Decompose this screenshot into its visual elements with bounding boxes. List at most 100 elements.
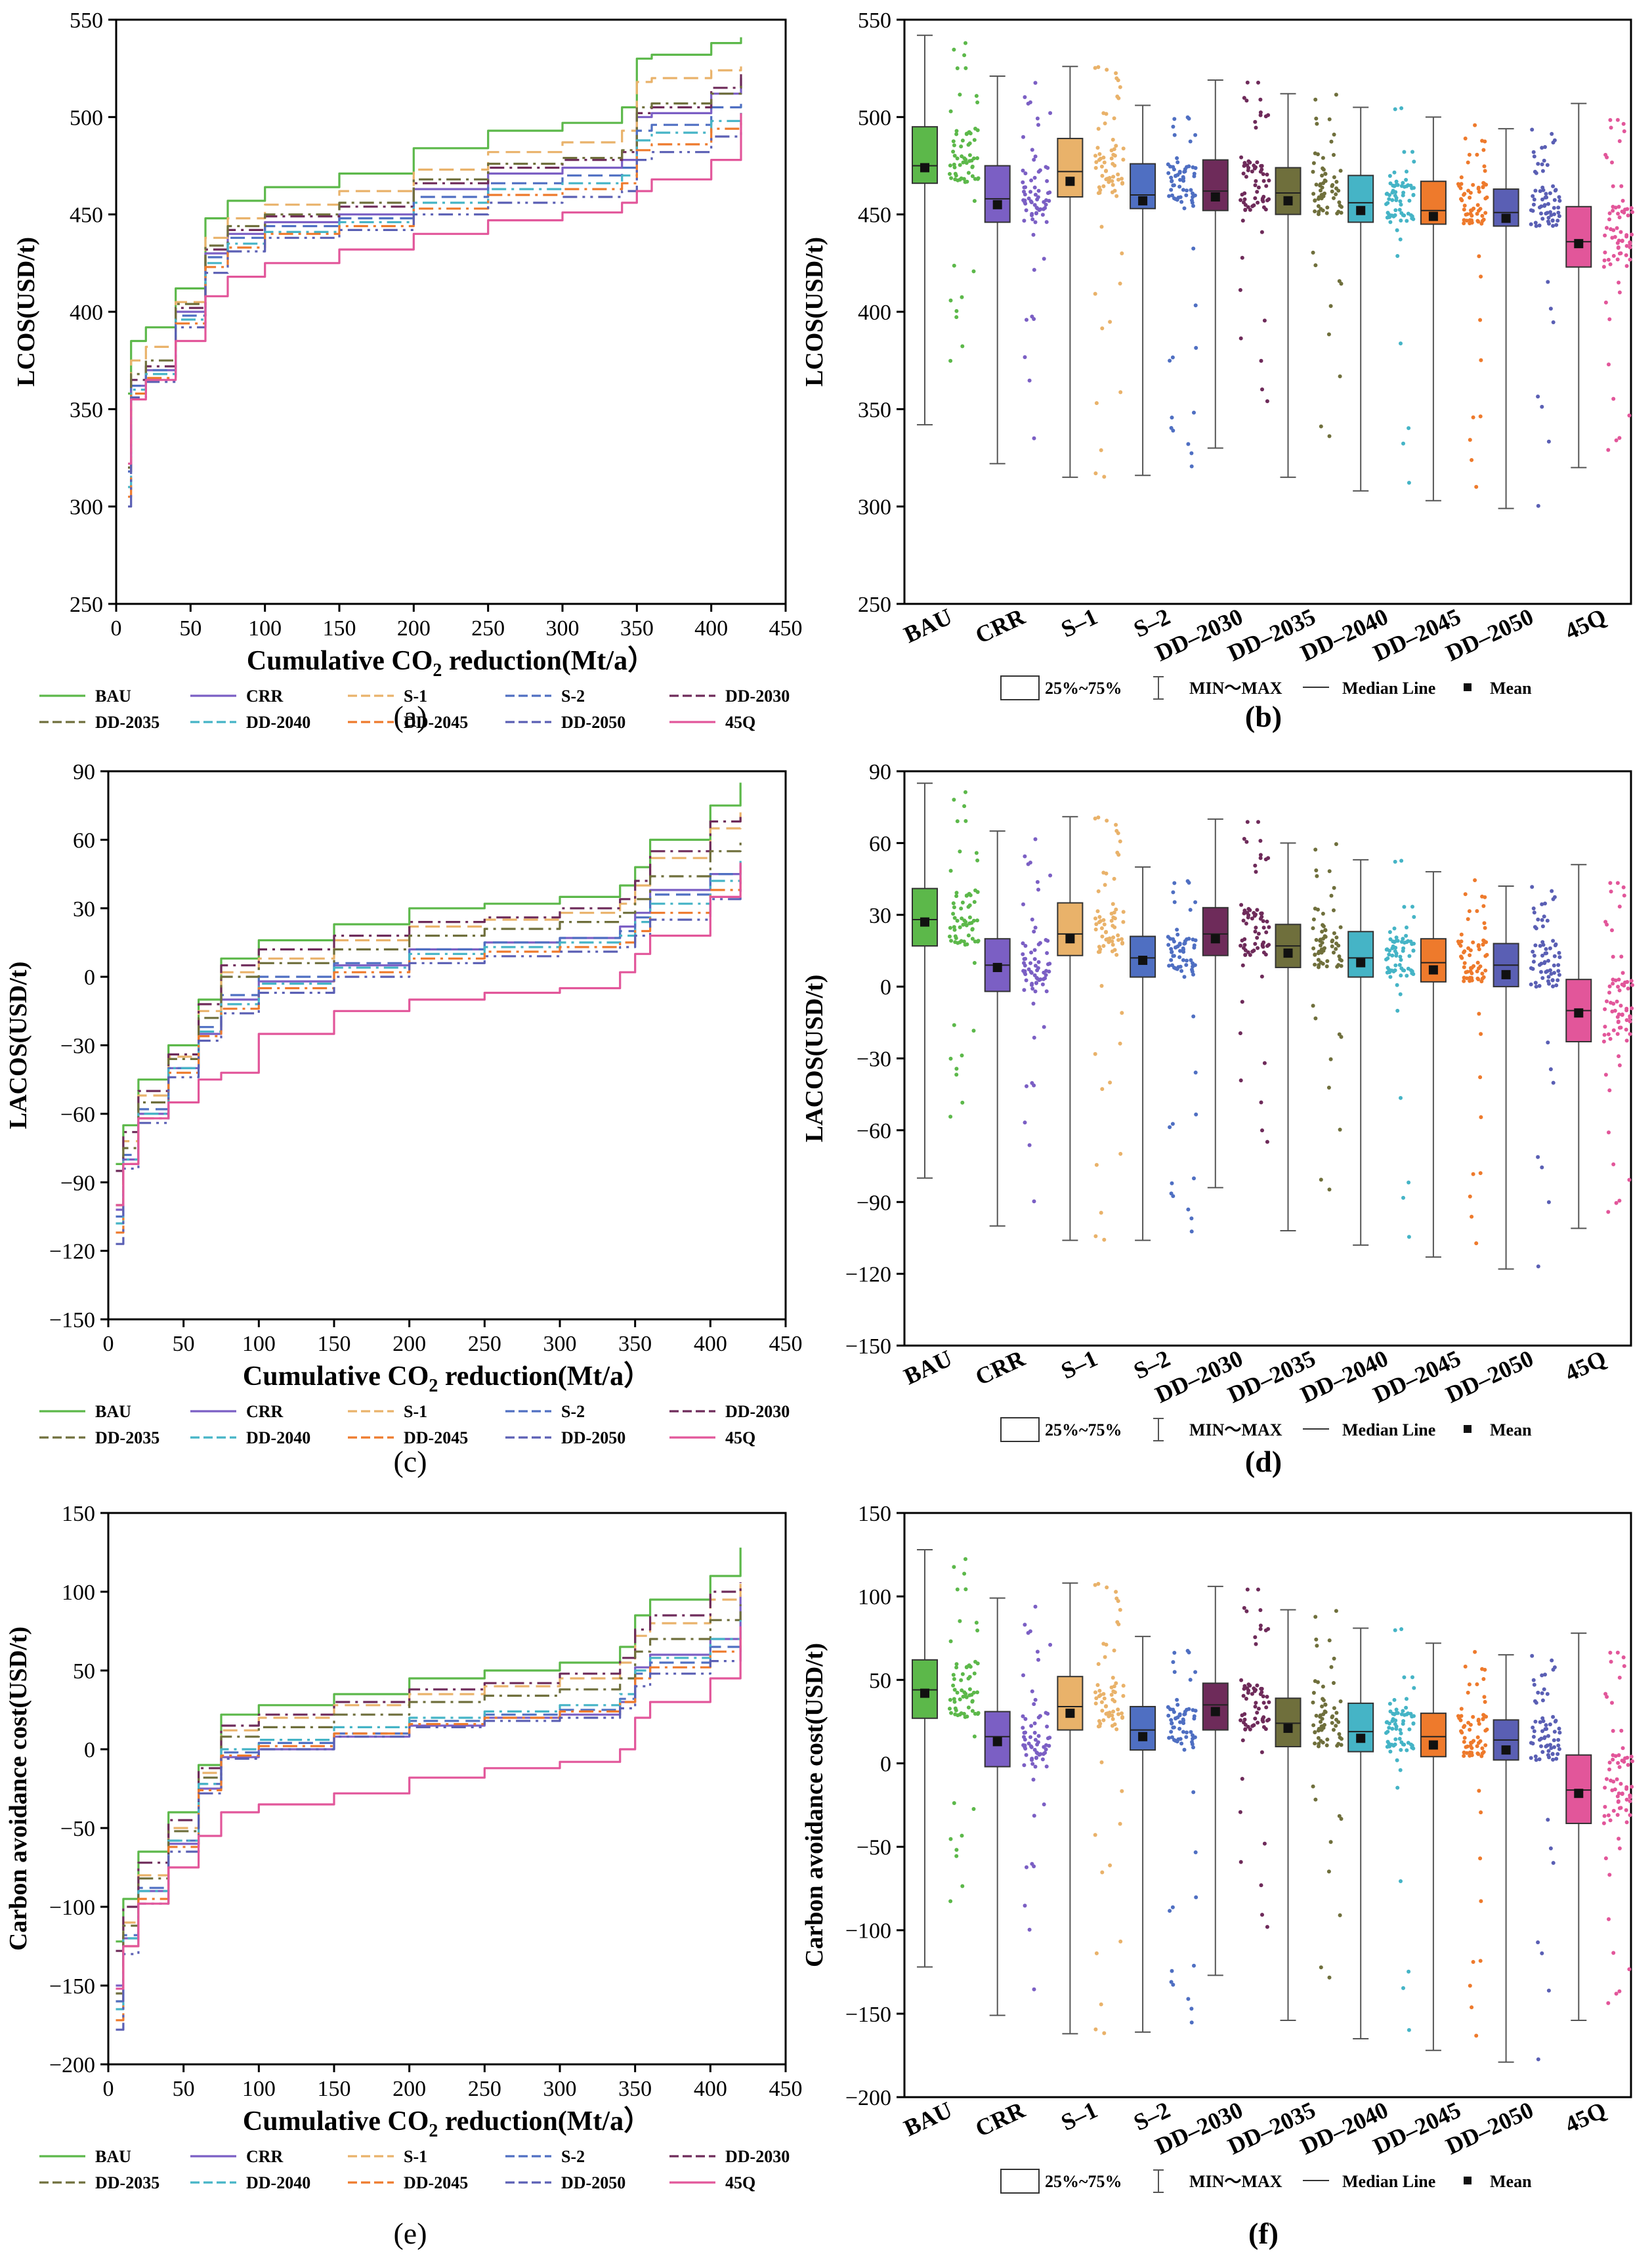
data-point: [1410, 1745, 1414, 1750]
data-point: [1021, 1673, 1025, 1678]
data-point: [1093, 1690, 1097, 1695]
data-point: [1240, 938, 1244, 943]
data-point: [1466, 1690, 1470, 1695]
data-point: [1475, 909, 1479, 913]
data-point: [1185, 958, 1189, 963]
data-point: [1103, 121, 1107, 125]
data-point: [954, 132, 959, 137]
panel-label: (b): [1245, 700, 1282, 733]
data-point: [1544, 192, 1548, 196]
data-point: [1394, 196, 1399, 200]
data-point: [1093, 291, 1097, 296]
data-point: [1043, 205, 1048, 210]
data-point: [1021, 168, 1025, 173]
x-tick-label: 200: [392, 1332, 426, 1356]
data-point: [1030, 987, 1035, 991]
data-point: [1477, 254, 1481, 259]
data-point: [1542, 914, 1546, 919]
data-point: [1258, 1627, 1263, 1631]
data-point: [1111, 137, 1115, 142]
data-point: [1036, 188, 1041, 193]
data-point: [1094, 401, 1099, 406]
data-point: [1102, 1237, 1107, 1242]
data-point: [1401, 1709, 1405, 1713]
x-tick-label: 350: [618, 1332, 652, 1356]
data-point: [1194, 346, 1198, 350]
data-point: [1314, 938, 1319, 942]
data-point: [1338, 1128, 1342, 1132]
data-point: [1617, 1846, 1622, 1850]
box-DD–2030: [1202, 906, 1229, 956]
data-point: [1166, 1713, 1171, 1718]
data-point: [1111, 1717, 1115, 1721]
data-point: [975, 100, 980, 104]
data-point: [954, 891, 959, 895]
data-point: [1321, 1697, 1325, 1701]
data-point: [1330, 944, 1334, 948]
data-point: [1552, 1745, 1556, 1749]
data-point: [1606, 448, 1611, 452]
y-tick-label: 100: [858, 1585, 891, 1609]
data-point: [1101, 184, 1106, 188]
data-point: [970, 164, 975, 169]
panel-label: (c): [393, 1445, 427, 1478]
data-point: [1543, 901, 1547, 906]
data-point: [1038, 1714, 1042, 1718]
data-point: [1479, 274, 1483, 279]
data-point: [1114, 1681, 1118, 1686]
data-point: [1248, 1684, 1252, 1688]
data-point: [1607, 984, 1612, 989]
data-point: [1540, 217, 1545, 221]
data-point: [1616, 245, 1620, 250]
data-point: [1478, 318, 1483, 322]
data-point: [1023, 1120, 1027, 1125]
data-point: [1169, 1718, 1174, 1722]
data-point: [1479, 1754, 1484, 1758]
data-point: [1609, 125, 1613, 130]
data-point: [1459, 175, 1464, 180]
data-point: [1397, 207, 1402, 212]
data-point: [1040, 213, 1045, 217]
data-point: [1042, 1025, 1046, 1029]
data-point: [1475, 1682, 1479, 1686]
data-point: [1261, 945, 1265, 949]
data-point: [1242, 161, 1247, 165]
data-point: [1392, 926, 1397, 931]
data-point: [1098, 1693, 1103, 1697]
y-tick-label: 450: [70, 203, 103, 228]
data-point: [1483, 1699, 1487, 1704]
x-tick-label: 250: [468, 1332, 501, 1356]
data-point: [1388, 1749, 1393, 1754]
data-point: [1022, 1763, 1027, 1768]
data-point: [1621, 121, 1626, 126]
y-tick-label: 400: [70, 301, 103, 325]
legend-median-label: Median Line: [1342, 2172, 1435, 2191]
data-point: [967, 1687, 972, 1692]
data-point: [1321, 923, 1325, 927]
series-line-DD-2030: [128, 74, 742, 469]
data-point: [1028, 199, 1033, 203]
data-point: [1311, 1700, 1315, 1705]
data-point: [1478, 414, 1483, 419]
data-point: [1617, 436, 1622, 440]
data-point: [1328, 1057, 1333, 1061]
data-point: [1258, 856, 1263, 861]
data-point: [1114, 952, 1119, 957]
data-point: [1619, 184, 1624, 188]
data-point: [1192, 1176, 1196, 1181]
data-point: [1464, 1751, 1469, 1755]
data-point: [1036, 195, 1040, 200]
data-point: [1267, 925, 1271, 929]
data-point: [1338, 925, 1343, 929]
legend-range-label: MIN～MAX: [1189, 2172, 1282, 2191]
legend-label-DD-2040: DD-2040: [246, 2173, 310, 2192]
data-point: [1334, 935, 1339, 940]
data-point: [1172, 939, 1176, 944]
box-45Q: [1565, 205, 1592, 268]
data-point: [1191, 937, 1195, 942]
data-point: [1614, 1991, 1619, 1996]
data-point: [1045, 1724, 1049, 1729]
data-point: [1607, 317, 1612, 322]
data-point: [1402, 150, 1407, 154]
x-tick-label: 200: [392, 2077, 426, 2101]
